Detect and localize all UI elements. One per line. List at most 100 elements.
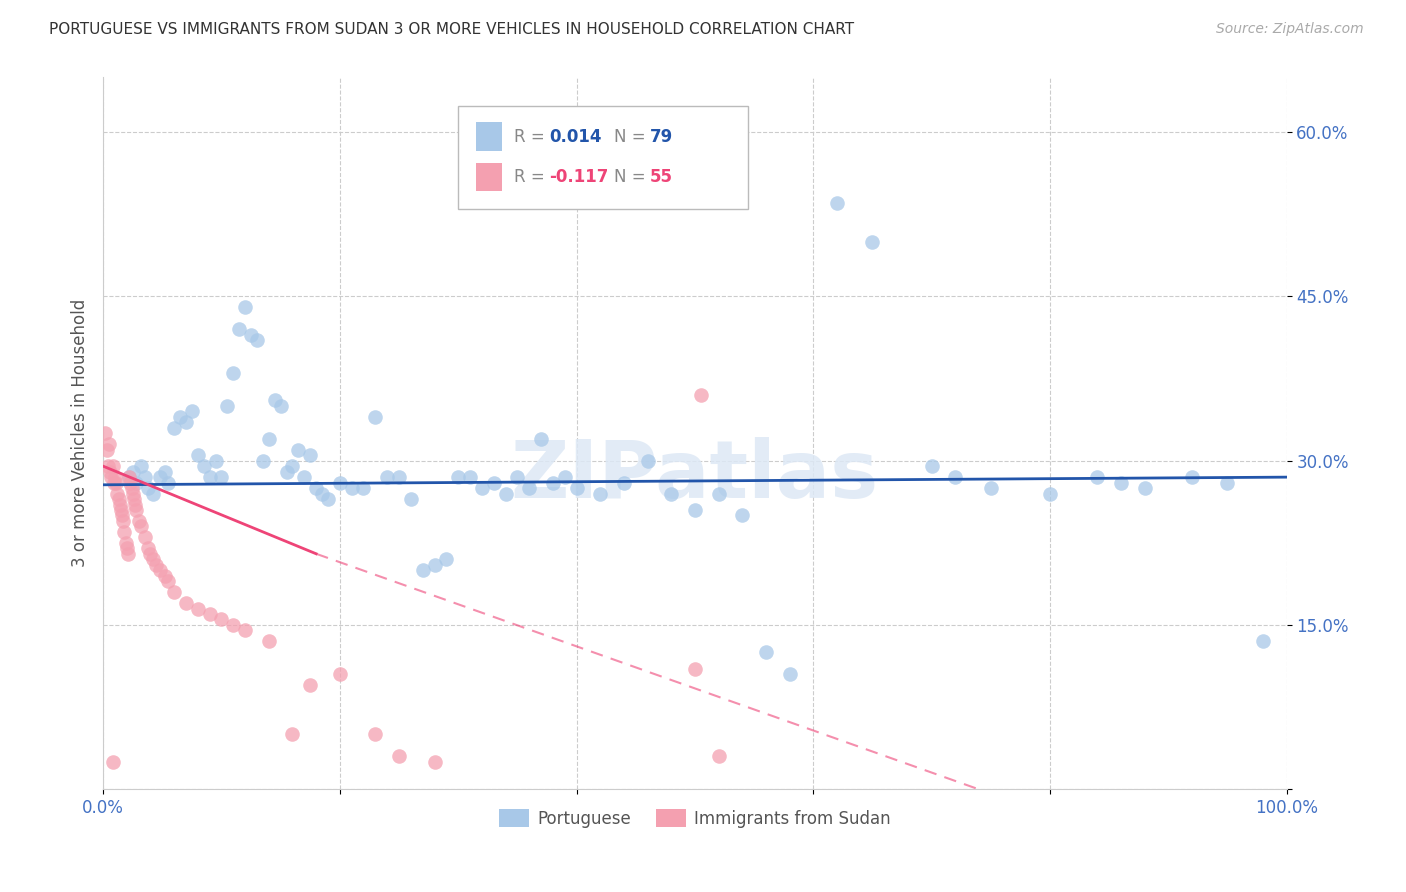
Point [174, 596, 197, 610]
Point [364, 409, 387, 424]
Point [211, 470, 233, 484]
Point [204, 453, 226, 467]
Point [447, 470, 470, 484]
Point [180, 404, 202, 418]
Point [128, 514, 150, 528]
Point [316, 491, 339, 506]
Point [659, 486, 682, 500]
Point [257, 432, 280, 446]
Point [117, 547, 139, 561]
Point [124, 498, 146, 512]
Point [125, 475, 148, 490]
Text: 55: 55 [650, 168, 673, 186]
Point [111, 508, 134, 523]
Point [163, 585, 186, 599]
Point [96, 442, 118, 457]
Point [506, 470, 529, 484]
Text: R =: R = [513, 168, 550, 186]
Point [423, 755, 446, 769]
Point [157, 574, 180, 589]
Point [707, 749, 730, 764]
Point [1181, 470, 1204, 484]
Point [589, 486, 612, 500]
Point [257, 634, 280, 648]
Point [412, 563, 434, 577]
Point [134, 530, 156, 544]
Point [115, 541, 138, 556]
Point [108, 498, 131, 512]
Point [118, 470, 141, 484]
Point [97, 459, 120, 474]
Point [434, 552, 457, 566]
Point [458, 470, 481, 484]
Point [1039, 486, 1062, 500]
Point [276, 465, 298, 479]
Point [174, 416, 197, 430]
Point [142, 552, 165, 566]
Point [353, 481, 375, 495]
Point [299, 448, 322, 462]
Point [136, 541, 159, 556]
Point [689, 388, 711, 402]
Point [198, 470, 221, 484]
Y-axis label: 3 or more Vehicles in Household: 3 or more Vehicles in Household [72, 299, 89, 567]
Point [142, 486, 165, 500]
Point [281, 727, 304, 741]
Point [482, 475, 505, 490]
Text: 0.014: 0.014 [550, 128, 602, 145]
FancyBboxPatch shape [475, 163, 502, 191]
Text: 79: 79 [650, 128, 673, 145]
Text: R =: R = [513, 128, 550, 145]
Point [252, 453, 274, 467]
Text: N =: N = [614, 128, 651, 145]
Text: -0.117: -0.117 [550, 168, 609, 186]
Point [340, 481, 363, 495]
Point [121, 465, 143, 479]
Point [495, 486, 517, 500]
Point [228, 322, 250, 336]
Point [755, 645, 778, 659]
Point [187, 601, 209, 615]
Point [105, 475, 128, 490]
Point [613, 475, 636, 490]
Point [222, 366, 245, 380]
Point [129, 459, 152, 474]
Point [153, 465, 176, 479]
Point [153, 568, 176, 582]
Point [541, 475, 564, 490]
Point [149, 563, 172, 577]
Point [1109, 475, 1132, 490]
Point [139, 547, 162, 561]
Point [114, 536, 136, 550]
Point [145, 558, 167, 572]
Point [530, 432, 553, 446]
Text: Source: ZipAtlas.com: Source: ZipAtlas.com [1216, 22, 1364, 37]
Point [329, 475, 352, 490]
Point [364, 727, 387, 741]
Point [270, 399, 292, 413]
Point [114, 524, 136, 539]
Point [121, 481, 143, 495]
Point [233, 301, 256, 315]
Point [281, 459, 304, 474]
Point [222, 618, 245, 632]
Point [134, 470, 156, 484]
Text: N =: N = [614, 168, 651, 186]
Point [129, 519, 152, 533]
Point [329, 667, 352, 681]
Point [1216, 475, 1239, 490]
Point [100, 470, 122, 484]
Point [233, 624, 256, 638]
Point [825, 196, 848, 211]
Point [98, 465, 121, 479]
Point [921, 459, 943, 474]
Point [211, 612, 233, 626]
Point [517, 481, 540, 495]
Point [94, 426, 117, 441]
Point [169, 409, 191, 424]
Point [101, 755, 124, 769]
Point [299, 678, 322, 692]
Point [423, 558, 446, 572]
Point [187, 448, 209, 462]
Point [287, 442, 309, 457]
